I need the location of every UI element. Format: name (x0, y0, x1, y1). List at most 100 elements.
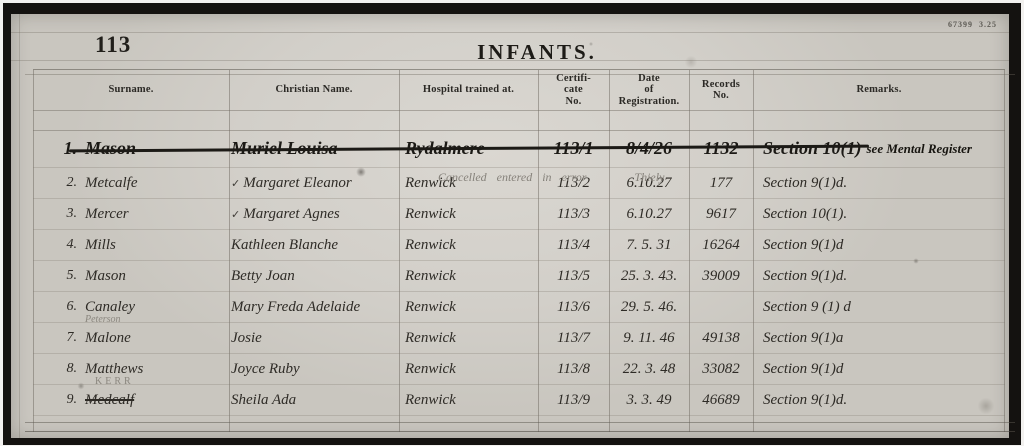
column-rule (399, 70, 400, 432)
hospital-cell: Renwick (399, 292, 538, 322)
surname-cell: 1. Mason (33, 130, 229, 167)
certificate-no-text: 113/7 (556, 329, 591, 346)
remarks-cell: Section 9(1)d (753, 230, 1005, 260)
christian-name-text: Joyce Ruby (231, 360, 300, 377)
column-rule (1004, 70, 1005, 432)
registration-date-cell: 7. 5. 31 (609, 230, 689, 260)
certificate-no-cell: 113/4 (538, 230, 609, 260)
surname-cell: 8. Matthews (33, 354, 229, 384)
column-rule (33, 70, 34, 432)
column-rule (689, 70, 690, 432)
christian-name-cell: Joyce Ruby (229, 354, 399, 384)
table-row: 3. Mercer ✓ Margaret Agnes Renwick 113/3… (33, 199, 1005, 230)
certificate-no-cell: 113/2 (538, 168, 609, 198)
table-bottom-rule (25, 422, 1015, 423)
records-no-cell: 49138 (689, 323, 753, 353)
registration-date-cell: 3. 3. 49 (609, 385, 689, 415)
certificate-no-text: 113/4 (556, 236, 591, 253)
remarks-text: Section 9(1)d. (763, 267, 848, 284)
table-body: 1. Mason Muriel Louisa Rydalmere 113/1 8… (33, 130, 1005, 416)
row-number: 3. (66, 206, 78, 221)
surname-cell: 5. Mason (33, 261, 229, 291)
surname-text: Mason (85, 267, 126, 284)
table-row: 6. Canaley Mary Freda Adelaide Renwick 1… (33, 292, 1005, 323)
remarks-annotation: see Mental Register (866, 140, 972, 156)
registration-date-cell: 9. 11. 46 (609, 323, 689, 353)
table-row: 2. Metcalfe ✓ Margaret Eleanor Renwick 1… (33, 168, 1005, 199)
register-page: 67399 3.25 113 INFANTS. Surname. Christi… (11, 14, 1015, 438)
christian-name-cell: Sheila Ada (229, 385, 399, 415)
header-surname: Surname. (108, 84, 154, 96)
table-row: Peterson 7. Malone Josie Renwick 113/7 9… (33, 314, 1005, 354)
christian-name-text: Kathleen Blanche (231, 236, 339, 253)
christian-name-cell: Kathleen Blanche (229, 230, 399, 260)
header-christian: Christian Name. (275, 84, 353, 96)
certificate-no-cell: 113/6 (538, 292, 609, 322)
page-number: 113 (95, 32, 132, 57)
registration-date-text: 7. 5. 31 (626, 236, 672, 253)
row-number: 8. (66, 361, 78, 376)
header-records: Records No. (701, 78, 741, 101)
certificate-no-text: 113/5 (556, 267, 591, 284)
registration-date-text: 9. 11. 46 (623, 329, 675, 346)
row-number: 1. (63, 138, 78, 158)
records-no-text: 49138 (702, 329, 740, 346)
christian-name-text: Margaret Eleanor (243, 174, 352, 191)
records-no-text: 177 (709, 174, 733, 191)
hospital-cell: Renwick (399, 323, 538, 353)
records-no-cell: 46689 (689, 385, 753, 415)
remarks-text: Section 10(1). (763, 205, 848, 222)
row-number: 6. (66, 299, 78, 314)
hospital-cell: Renwick (399, 168, 538, 198)
registration-date-cell: 6.10.27 (609, 199, 689, 229)
header-remarks: Remarks. (856, 84, 902, 96)
certificate-no-cell: 113/3 (538, 199, 609, 229)
christian-name-cell: Betty Joan (229, 261, 399, 291)
header-certificate: Certifi- cate No. (556, 73, 591, 107)
hospital-cell: Renwick (399, 354, 538, 384)
records-no-text: 33082 (702, 360, 740, 377)
surname-text: Mason (85, 138, 137, 158)
remarks-text: Section 9(1)a (763, 329, 844, 346)
records-no-text: 16264 (702, 236, 740, 253)
header-spacer-band (33, 111, 1005, 131)
certificate-no-text: 113/8 (556, 360, 591, 377)
christian-name-text: Sheila Ada (231, 391, 297, 408)
christian-name-text: Margaret Agnes (243, 205, 340, 222)
remarks-text: Section 9(1)d. (763, 391, 848, 408)
hospital-cell: Renwick (399, 199, 538, 229)
certificate-no-text: 113/2 (556, 174, 591, 191)
left-margin-line (19, 14, 20, 438)
remarks-cell: Section 10(1) see Mental Register (753, 130, 1005, 167)
row-number: 5. (66, 268, 78, 283)
row-number: 7. (66, 330, 78, 345)
surname-cell: 2. Metcalfe (33, 168, 229, 198)
hospital-text: Renwick (405, 298, 456, 315)
cancellation-note: Cancelled entered in error Thiely (438, 170, 664, 185)
row-number: 2. (66, 175, 78, 190)
surname-text: Malone (85, 329, 131, 346)
christian-name-text: Josie (231, 329, 262, 346)
remarks-text: Section 9(1)d (763, 236, 844, 253)
records-no-cell: 33082 (689, 354, 753, 384)
records-no-text: 46689 (702, 391, 740, 408)
registration-date-cell: 6.10.27 (609, 168, 689, 198)
table-row: 8. Matthews Joyce Ruby Renwick 113/8 22.… (33, 354, 1005, 385)
hospital-text: Renwick (405, 205, 456, 222)
cancellation-signature: Thiely (634, 170, 665, 184)
surname-text: Medcalf (85, 391, 135, 408)
remarks-text: Section 9 (1) d (763, 298, 851, 315)
surname-cell: 4. Mills (33, 230, 229, 260)
registration-date-cell: 29. 5. 46. (609, 292, 689, 322)
christian-name-text: Betty Joan (231, 267, 295, 284)
printer-stamp: 67399 3.25 (948, 20, 997, 29)
christian-name-cell: ✓ Margaret Eleanor (229, 168, 399, 198)
remarks-cell: Section 9(1)a (753, 323, 1005, 353)
records-no-cell: 177 (689, 168, 753, 198)
certificate-no-cell: 113/5 (538, 261, 609, 291)
registration-date-text: 22. 3. 48 (622, 360, 676, 377)
hospital-text: Renwick (405, 174, 456, 191)
table-header: Surname. Christian Name. Hospital traine… (33, 70, 1005, 111)
hospital-cell: Renwick (399, 261, 538, 291)
registration-date-cell: 25. 3. 43. (609, 261, 689, 291)
